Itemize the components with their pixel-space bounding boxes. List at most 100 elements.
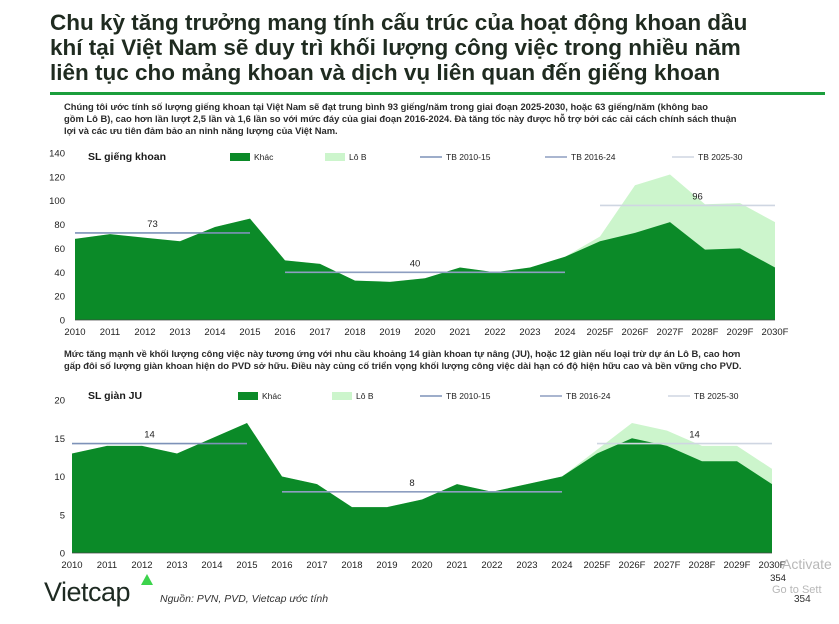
x-tick-label: 2011	[100, 327, 120, 338]
average-label: 8	[409, 478, 414, 489]
x-tick-label: 2010	[64, 327, 85, 338]
x-tick-label: 2012	[131, 560, 152, 571]
legend-label: TB 2025-30	[694, 391, 739, 401]
y-tick-label: 80	[54, 220, 65, 231]
x-tick-label: 2013	[166, 560, 187, 571]
title-line: Chu kỳ tăng trưởng mang tính cấu trúc củ…	[50, 10, 748, 35]
x-tick-label: 2025F	[584, 560, 611, 571]
y-tick-label: 15	[54, 434, 65, 445]
x-tick-label: 2015	[239, 327, 260, 338]
x-tick-label: 2022	[484, 327, 505, 338]
y-tick-label: 5	[60, 510, 65, 521]
description-2: Mức tăng mạnh về khối lượng công việc nà…	[64, 348, 799, 372]
legend-label: TB 2010-15	[446, 152, 491, 162]
x-tick-label: 2030F	[759, 560, 786, 571]
average-label: 14	[689, 430, 700, 441]
x-tick-label: 2018	[344, 327, 365, 338]
y-tick-label: 40	[54, 268, 65, 279]
x-tick-label: 2020	[414, 327, 435, 338]
x-tick-label: 2029F	[727, 327, 754, 338]
x-tick-label: 2027F	[654, 560, 681, 571]
vietcap-logo: Vietcap	[44, 577, 131, 607]
desc-line: Chúng tôi ước tính số lượng giếng khoan …	[64, 101, 708, 112]
y-tick-label: 0	[60, 316, 65, 327]
x-tick-label: 2016	[271, 560, 292, 571]
x-tick-label: 2029F	[724, 560, 751, 571]
x-tick-label: 2011	[97, 560, 117, 571]
area-series-khac	[72, 422, 772, 553]
logo-triangle-icon	[141, 574, 153, 585]
title-rule	[50, 92, 825, 95]
legend-label: TB 2016-24	[571, 152, 616, 162]
legend-label: Khác	[254, 152, 274, 162]
desc-line: Mức tăng mạnh về khối lượng công việc nà…	[64, 348, 741, 359]
page-number-inline: 354	[770, 573, 786, 584]
x-tick-label: 2026F	[622, 327, 649, 338]
area-series-khac	[75, 218, 775, 320]
chart-wells: 0 20 40 60 80 100 120 140 73 40 96 2010 2011 2012 2013…	[49, 149, 789, 339]
x-tick-label: 2023	[519, 327, 540, 338]
x-tick-label: 2016	[274, 327, 295, 338]
legend-label: Lô B	[356, 391, 374, 401]
y-tick-label: 140	[49, 149, 65, 160]
chart-title: SL giếng khoan	[88, 151, 166, 163]
x-tick-label: 2019	[379, 327, 400, 338]
x-tick-label: 2017	[309, 327, 330, 338]
desc-line: lợi và các ưu tiên đảm bảo an ninh năng …	[64, 125, 338, 137]
x-tick-label: 2021	[446, 560, 467, 571]
desc-line: gồm Lô B), cao hơn lần lượt 2,5 lần và 1…	[64, 113, 737, 125]
x-tick-label: 2014	[204, 327, 225, 338]
y-tick-label: 0	[60, 549, 65, 560]
x-tick-label: 2015	[236, 560, 257, 571]
average-label: 14	[144, 430, 155, 441]
x-tick-label: 2012	[134, 327, 155, 338]
legend-label: TB 2025-30	[698, 152, 743, 162]
x-tick-label: 2025F	[587, 327, 614, 338]
x-tick-label: 2023	[516, 560, 537, 571]
x-tick-label: 2019	[376, 560, 397, 571]
page-number: 354	[794, 594, 811, 605]
average-label: 73	[147, 219, 158, 230]
legend-label: TB 2010-15	[446, 391, 491, 401]
x-tick-label: 2014	[201, 560, 222, 571]
activation-watermark-sub: Go to Sett	[772, 584, 822, 596]
chart-title: SL giàn JU	[88, 390, 142, 402]
x-tick-label: 2028F	[689, 560, 716, 571]
legend-swatch-lo-b	[325, 153, 345, 161]
title-line: khí tại Việt Nam sẽ duy trì khối lượng c…	[50, 35, 741, 60]
y-tick-label: 20	[54, 396, 65, 407]
x-tick-label: 2010	[61, 560, 82, 571]
description-1: Chúng tôi ước tính số lượng giếng khoan …	[64, 101, 799, 138]
y-tick-label: 100	[49, 196, 65, 207]
legend-label: Khác	[262, 391, 282, 401]
x-tick-label: 2024	[551, 560, 572, 571]
y-tick-label: 10	[54, 472, 65, 483]
y-tick-label: 60	[54, 244, 65, 255]
average-label: 96	[692, 191, 703, 202]
legend-swatch-khac	[238, 392, 258, 400]
title-line: liên tục cho mảng khoan và dịch vụ liên …	[50, 60, 721, 85]
x-tick-label: 2024	[554, 327, 575, 338]
y-tick-label: 120	[49, 172, 65, 183]
legend-swatch-lo-b	[332, 392, 352, 400]
legend-label: TB 2016-24	[566, 391, 611, 401]
legend-swatch-khac	[230, 153, 250, 161]
x-tick-label: 2028F	[692, 327, 719, 338]
average-label: 40	[410, 258, 421, 269]
activation-watermark: Activate	[782, 556, 832, 572]
x-tick-label: 2021	[449, 327, 470, 338]
desc-line: gấp đôi số lượng giàn khoan hiện do PVD …	[64, 360, 742, 372]
x-tick-label: 2013	[169, 327, 190, 338]
x-tick-label: 2020	[411, 560, 432, 571]
x-tick-label: 2030F	[762, 327, 789, 338]
x-tick-label: 2018	[341, 560, 362, 571]
y-tick-label: 20	[54, 292, 65, 303]
x-tick-label: 2022	[481, 560, 502, 571]
source-note: Nguồn: PVN, PVD, Vietcap ước tính	[160, 593, 329, 605]
legend-label: Lô B	[349, 152, 367, 162]
x-tick-label: 2027F	[657, 327, 684, 338]
x-tick-label: 2026F	[619, 560, 646, 571]
x-tick-label: 2017	[306, 560, 327, 571]
page-title: Chu kỳ tăng trưởng mang tính cấu trúc củ…	[50, 10, 830, 85]
